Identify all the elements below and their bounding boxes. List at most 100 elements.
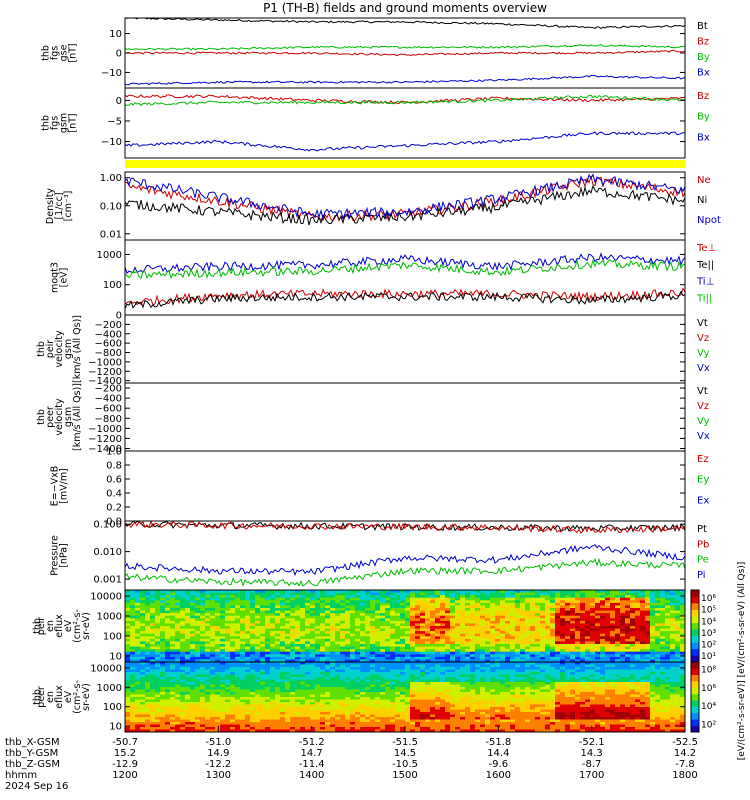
y-axis-label-line: gsm [59, 113, 70, 133]
series-line-fgs-gse-Bx [125, 74, 685, 86]
panel-frame [124, 239, 686, 316]
legend-item-Bz: Bz [697, 37, 709, 48]
y-axis-label-line: peir [36, 617, 47, 636]
panel-peir-spectrogram: 10000 1000 100 10 thbpeirenefluxeV(cm²-s-sr-… [32, 589, 716, 663]
y-tick-label: 100 [103, 702, 122, 713]
y-tick-label: 0 [116, 311, 122, 322]
colorbar-tick-label: 10⁴ [701, 702, 716, 712]
series-line-fgs-gsm-Bx [125, 131, 685, 152]
x-tick-label-y: 14.7 [301, 748, 323, 759]
y-tick-label: 1000 [97, 250, 122, 261]
y-axis-label-line: eflux [54, 685, 65, 709]
colorbar-label: [eV/(cm²-s-sr-eV)] [eV/(cm²-s-sr-eV) (Al… [737, 562, 747, 761]
y-axis-label-line: eV [63, 690, 74, 703]
panel-peir-velocity: 0−200−400−600−800−1000−1200−1400 thbpeirv… [36, 311, 710, 388]
y-axis-label-line: sr-eV) [81, 683, 92, 711]
panel-density: 1.00 0.10 0.01 Density[1/cc][cm⁻³] Ne Ni Npot [45, 171, 721, 241]
legend-item-Ne: Ne [697, 175, 711, 186]
figure-title: P1 (TH-B) fields and ground moments over… [263, 1, 547, 15]
colorbar-tick-label: 10³ [701, 629, 716, 639]
y-tick-label: 100 [103, 631, 122, 642]
panel-peer-velocity: −200−400−600−800−1000−1200−1400 thbpeerve… [36, 382, 710, 455]
y-axis-label-line: (cm²-s- [72, 680, 83, 714]
series-line-fgs-gsm-Bz [125, 94, 685, 105]
legend-item-Ti||: Ti|| [696, 293, 712, 304]
y-axis-label-line: Pressure [50, 535, 61, 576]
panel-efield: 1.0 0.8 0.6 0.4 0.2 0.0 E=−VxB[mV/m] Ez Ey Ex [50, 447, 710, 528]
y-axis-label-line: [mV/m] [59, 468, 70, 504]
y-axis-label-line: [nPa] [59, 543, 70, 568]
x-tick-label-z: -9.6 [489, 759, 509, 770]
y-axis-label-line: moqt3 [50, 262, 61, 293]
y-tick-label: 0.010 [93, 547, 122, 558]
series-line-temperature-Te|| [125, 290, 685, 309]
x-tick-label-t: 1800 [672, 770, 697, 781]
y-tick-label: −1200 [88, 367, 122, 378]
y-tick-label: 0.2 [106, 503, 122, 514]
colorbar-tick-label: 10¹ [701, 652, 716, 662]
legend-item-Bx: Bx [697, 68, 710, 79]
y-tick-label: 0.0 [106, 517, 122, 528]
x-axis-row-label: thb_Z-GSM [5, 759, 60, 770]
y-axis-label-line: velocity [54, 330, 65, 368]
y-tick-label: 0.4 [106, 489, 122, 500]
x-tick-label-t: 1300 [206, 770, 231, 781]
legend-item-Pe: Pe [697, 555, 709, 566]
y-axis-label-line: gse [59, 44, 70, 61]
series-line-fgs-gse-Bt [125, 18, 685, 30]
legend-item-Vz: Vz [697, 401, 709, 412]
y-tick-label: −400 [95, 394, 122, 405]
colorbar-tick-label: 10² [701, 641, 716, 651]
colorbar-tick-label: 10⁶ [701, 594, 716, 604]
legend-item-Pi: Pi [697, 570, 706, 581]
colorbar-tick-label: 10⁸ [701, 665, 716, 675]
x-tick-label-x: -50.7 [112, 737, 138, 748]
panel-peer-spectrogram: 10000 1000 100 10 thbpeerenefluxeV(cm²-s-sr-… [32, 661, 716, 733]
x-tick-label-y: 14.9 [207, 748, 229, 759]
series-line-pressure-Pb [125, 521, 685, 534]
series-line-density-Ni [125, 184, 685, 226]
x-tick-label-x: -52.1 [579, 737, 605, 748]
panel-frame [124, 171, 686, 241]
spectrogram-cells [125, 662, 685, 732]
y-tick-label: 10 [109, 651, 122, 662]
panel-pressure: 0.100 0.010 0.001 Pressure[nPa] Pt Pb Pe Pi [50, 520, 709, 591]
legend-item-Bz: Bz [697, 91, 709, 102]
y-tick-label: 0 [116, 49, 122, 60]
legend-item-Ey: Ey [697, 475, 709, 486]
y-tick-label: 0.001 [93, 575, 122, 586]
legend-item-Bt: Bt [697, 21, 708, 32]
panel-frame [124, 87, 686, 159]
x-tick-label-y: 14.5 [394, 748, 416, 759]
y-axis-label-line: E=−VxB [50, 466, 61, 507]
y-tick-label: 10000 [90, 592, 122, 603]
y-axis-label-line: sr-eV) [81, 612, 92, 640]
series-line-temperature-Ti⊥ [125, 252, 685, 275]
y-axis-label-line: eV [63, 619, 74, 632]
panel-temperature: 1000 100 moqt3[eV] Te⊥ Te|| Ti⊥ Ti|| [50, 239, 716, 316]
x-tick-label-t: 1400 [299, 770, 324, 781]
x-axis-row-label: hhmm [5, 770, 37, 781]
y-tick-label: −200 [95, 384, 122, 395]
y-tick-label: −600 [95, 339, 122, 350]
y-tick-label: −400 [95, 329, 122, 340]
panel-frame [124, 314, 686, 384]
legend-item-Ni: Ni [697, 195, 707, 206]
y-axis-label-line: [eV] [59, 268, 70, 288]
series-line-pressure-Pe [125, 557, 685, 587]
x-axis-row-label: thb_Y-GSM [5, 748, 58, 759]
y-tick-label: −1000 [88, 424, 122, 435]
date-label: 2024 Sep 16 [5, 781, 68, 792]
x-tick-label-t: 1200 [112, 770, 137, 781]
legend-item-Vx: Vx [697, 431, 710, 442]
y-axis-label-line: [nT] [68, 113, 79, 132]
y-tick-label: 1.00 [100, 173, 122, 184]
y-tick-label: 0.100 [93, 520, 122, 531]
spectrogram-cells [125, 590, 685, 662]
x-tick-label-x: -51.8 [485, 737, 511, 748]
y-axis-label: Pressure[nPa] [50, 535, 70, 576]
legend-item-By: By [697, 52, 710, 63]
y-tick-label: 100 [103, 280, 122, 291]
